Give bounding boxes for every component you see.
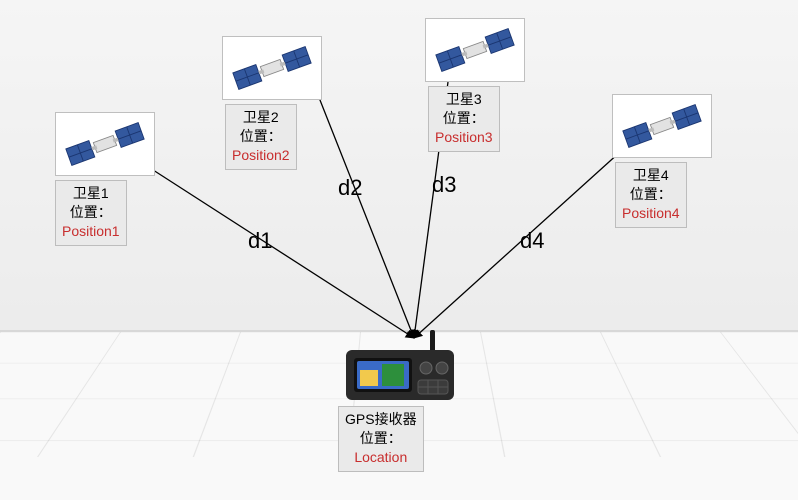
satellite-1-label: 卫星1 位置： Position1 [55,180,127,246]
receiver-loc-label: 位置： [345,429,417,448]
sat4-loc-label: 位置： [622,185,680,204]
sat3-title: 卫星3 [435,90,493,109]
d4-label: d4 [520,228,544,254]
d3-label: d3 [432,172,456,198]
gps-receiver-image [340,330,460,408]
sat1-loc-label: 位置： [62,203,120,222]
satellite-4-image [612,94,712,158]
satellite-2-label: 卫星2 位置： Position2 [225,104,297,170]
receiver-title: GPS接收器 [345,410,417,429]
d1-label: d1 [248,228,272,254]
sat3-loc-label: 位置： [435,109,493,128]
sat4-position: Position4 [622,204,680,223]
d2-label: d2 [338,175,362,201]
satellite-2-image [222,36,322,100]
satellite-4-label: 卫星4 位置： Position4 [615,162,687,228]
sat2-loc-label: 位置： [232,127,290,146]
sat3-position: Position3 [435,128,493,147]
receiver-label: GPS接收器 位置： Location [338,406,424,472]
sat2-position: Position2 [232,146,290,165]
sat4-title: 卫星4 [622,166,680,185]
satellite-3-label: 卫星3 位置： Position3 [428,86,500,152]
sat1-title: 卫星1 [62,184,120,203]
receiver-location: Location [345,448,417,467]
sat2-title: 卫星2 [232,108,290,127]
satellite-3-image [425,18,525,82]
sat1-position: Position1 [62,222,120,241]
satellite-1-image [55,112,155,176]
